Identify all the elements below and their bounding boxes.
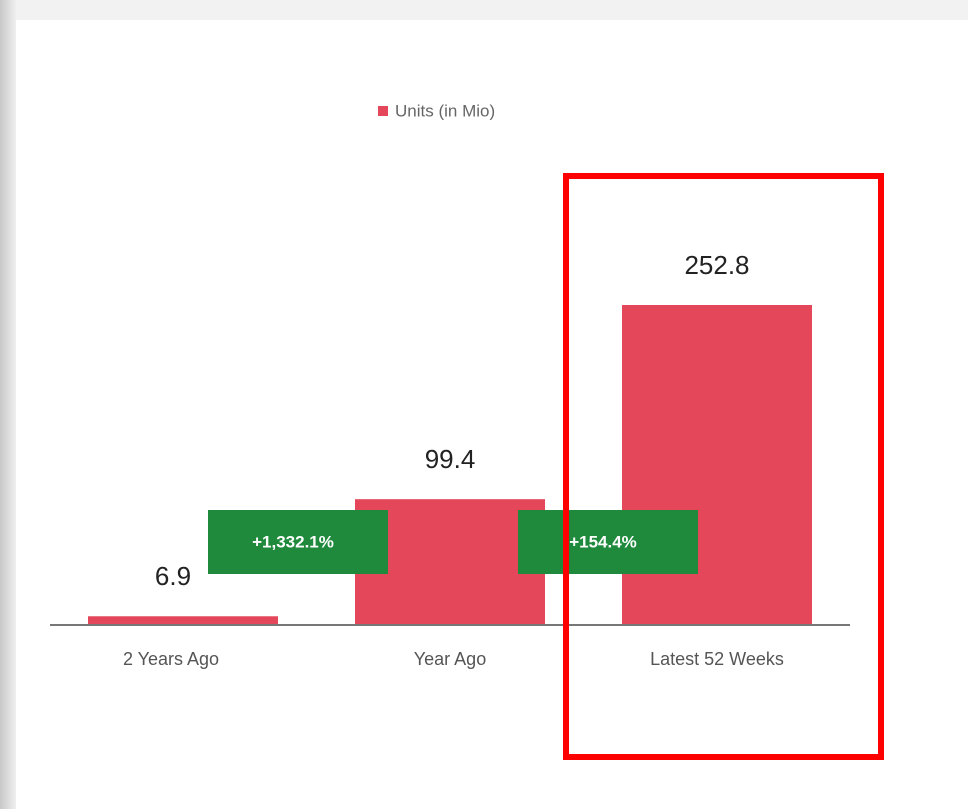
x-tick-label: 2 Years Ago bbox=[123, 649, 219, 669]
data-label: 6.9 bbox=[155, 561, 191, 591]
highlight-box bbox=[563, 173, 884, 760]
bar bbox=[88, 616, 278, 625]
growth-box bbox=[518, 510, 698, 574]
top-edge bbox=[0, 0, 968, 20]
legend-swatch bbox=[378, 106, 388, 116]
growth-label: +1,332.1% bbox=[252, 532, 334, 551]
x-tick-label: Latest 52 Weeks bbox=[650, 649, 784, 669]
bar bbox=[622, 305, 812, 625]
growth-label: +154.4% bbox=[569, 532, 637, 551]
x-tick-label: Year Ago bbox=[414, 649, 486, 669]
left-edge bbox=[0, 0, 16, 809]
growth-box bbox=[208, 510, 388, 574]
chart: Units (in Mio) bbox=[378, 101, 495, 120]
legend-label: Units (in Mio) bbox=[395, 101, 495, 120]
data-label: 252.8 bbox=[684, 250, 749, 280]
data-label: 99.4 bbox=[425, 444, 476, 474]
